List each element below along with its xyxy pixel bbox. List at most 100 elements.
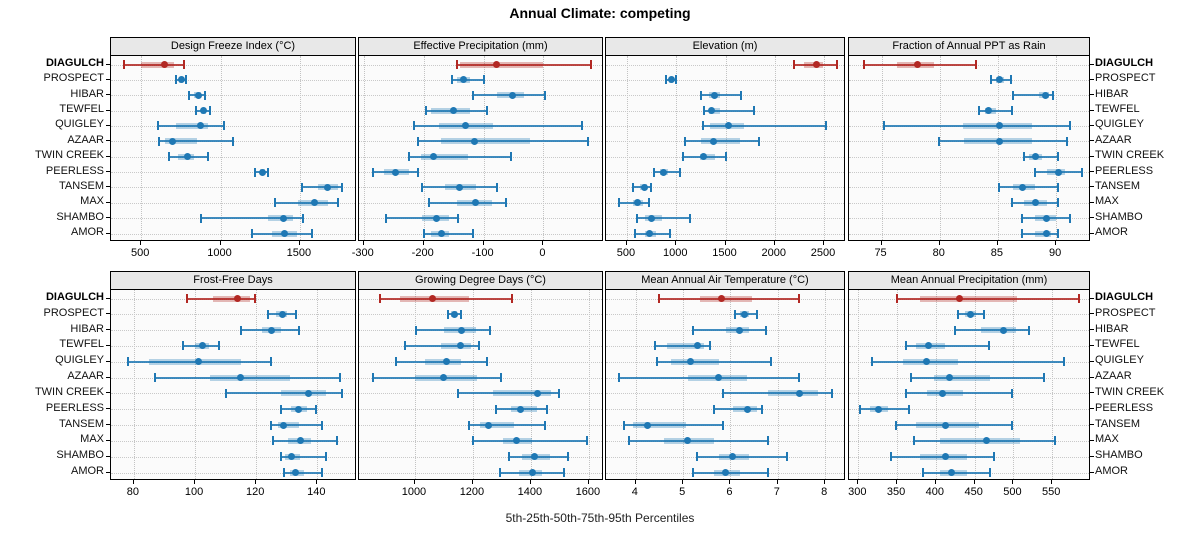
median-dot bbox=[295, 405, 303, 413]
site-label-right: DIAGULCH bbox=[1095, 57, 1154, 69]
site-label-left: MAX bbox=[80, 195, 104, 208]
median-dot bbox=[471, 137, 479, 145]
site-label-right: PROSPECT bbox=[1095, 72, 1156, 85]
axis-tick-mark bbox=[482, 241, 484, 245]
median-dot bbox=[324, 183, 332, 191]
axis-tick-mark bbox=[880, 241, 882, 245]
whisker-cap-high bbox=[563, 468, 566, 477]
median-dot bbox=[699, 153, 707, 161]
median-dot bbox=[183, 153, 191, 161]
iqr-band bbox=[441, 342, 472, 349]
row-tick-left bbox=[106, 392, 110, 394]
gridline-horizontal bbox=[359, 233, 602, 235]
gridline-vertical bbox=[141, 56, 143, 240]
whisker-line bbox=[123, 63, 184, 66]
whisker-line bbox=[404, 344, 480, 347]
whisker-cap-high bbox=[648, 198, 651, 208]
axis-tick-label: 500 bbox=[130, 247, 150, 259]
whisker-line bbox=[654, 344, 711, 347]
gridline-horizontal bbox=[359, 314, 602, 316]
gridline-horizontal bbox=[111, 156, 355, 158]
median-dot bbox=[947, 469, 955, 476]
whisker-cap-low bbox=[889, 452, 892, 462]
panel-header: Mean Annual Air Temperature (°C) bbox=[605, 271, 845, 289]
whisker-cap-low bbox=[905, 341, 908, 351]
median-dot bbox=[194, 358, 202, 366]
row-tick-right bbox=[1090, 171, 1094, 173]
median-dot bbox=[999, 326, 1007, 334]
whisker-line bbox=[458, 392, 560, 395]
axis-tick-mark bbox=[625, 241, 627, 245]
whisker-cap-high bbox=[545, 404, 548, 414]
panel-plot bbox=[110, 289, 356, 480]
whisker-line bbox=[697, 455, 788, 458]
median-dot bbox=[715, 374, 723, 382]
site-label-left: TANSEM bbox=[58, 417, 104, 430]
site-label-left: PEERLESS bbox=[45, 401, 104, 414]
axis-tick-label: 1600 bbox=[575, 486, 601, 498]
whisker-cap-high bbox=[482, 75, 485, 85]
panel-header: Frost-Free Days bbox=[110, 271, 356, 289]
median-dot bbox=[693, 342, 701, 350]
whisker-cap-high bbox=[739, 90, 742, 100]
axis-tick-mark bbox=[255, 480, 257, 484]
row-tick-right bbox=[1090, 124, 1094, 126]
median-dot bbox=[1043, 230, 1051, 237]
iqr-band bbox=[176, 122, 208, 129]
median-dot bbox=[985, 107, 993, 115]
whisker-line bbox=[906, 344, 989, 347]
iqr-band bbox=[666, 342, 705, 349]
panel-header: Elevation (m) bbox=[605, 37, 845, 55]
gridline-horizontal bbox=[849, 79, 1089, 81]
row-tick-left bbox=[106, 360, 110, 362]
whisker-line bbox=[429, 201, 507, 204]
whisker-cap-low bbox=[691, 325, 694, 335]
iqr-band bbox=[164, 138, 198, 145]
whisker-line bbox=[451, 78, 484, 81]
site-label-right: DIAGULCH bbox=[1095, 291, 1154, 303]
whisker-cap-high bbox=[580, 121, 583, 131]
whisker-cap-low bbox=[703, 106, 706, 116]
axis-tick-mark bbox=[529, 480, 531, 484]
whisker-cap-high bbox=[786, 452, 789, 462]
whisker-cap-low bbox=[414, 325, 417, 335]
gridline-vertical bbox=[825, 290, 827, 479]
site-label-right: AMOR bbox=[1095, 226, 1128, 238]
row-tick-left bbox=[106, 424, 110, 426]
whisker-line bbox=[413, 124, 582, 127]
axis-tick-label: 2500 bbox=[810, 247, 836, 259]
axis-tick-label: 5 bbox=[679, 486, 686, 498]
gridline-vertical bbox=[588, 290, 590, 479]
iqr-band bbox=[210, 374, 290, 381]
axis-tick-label: 90 bbox=[1048, 247, 1062, 259]
gridline-vertical bbox=[363, 56, 365, 240]
median-dot bbox=[1042, 91, 1050, 99]
gridline-vertical bbox=[777, 290, 779, 479]
median-dot bbox=[741, 310, 749, 318]
median-dot bbox=[531, 453, 539, 461]
row-tick-right bbox=[1090, 201, 1094, 203]
panel-plot bbox=[358, 289, 603, 480]
whisker-cap-low bbox=[495, 404, 498, 414]
whisker-cap-high bbox=[478, 341, 481, 351]
whisker-cap-low bbox=[508, 452, 511, 462]
whisker-cap-low bbox=[267, 309, 270, 319]
whisker-cap-low bbox=[712, 404, 715, 414]
row-tick-left bbox=[106, 155, 110, 157]
row-tick-left bbox=[106, 63, 110, 65]
axis-tick-label: 6 bbox=[726, 486, 733, 498]
median-dot bbox=[280, 421, 288, 429]
axis-tick-label: -100 bbox=[471, 247, 494, 259]
whisker-cap-low bbox=[499, 468, 502, 477]
whisker-line bbox=[692, 471, 769, 474]
median-dot bbox=[296, 437, 304, 445]
whisker-cap-low bbox=[158, 136, 161, 146]
site-label-left: HIBAR bbox=[70, 87, 104, 100]
whisker-line bbox=[473, 94, 545, 97]
median-dot bbox=[743, 405, 751, 413]
median-dot bbox=[812, 61, 820, 68]
median-dot bbox=[942, 421, 950, 429]
median-dot bbox=[449, 107, 457, 115]
whisker-cap-low bbox=[1021, 213, 1024, 223]
whisker-cap-low bbox=[696, 452, 699, 462]
